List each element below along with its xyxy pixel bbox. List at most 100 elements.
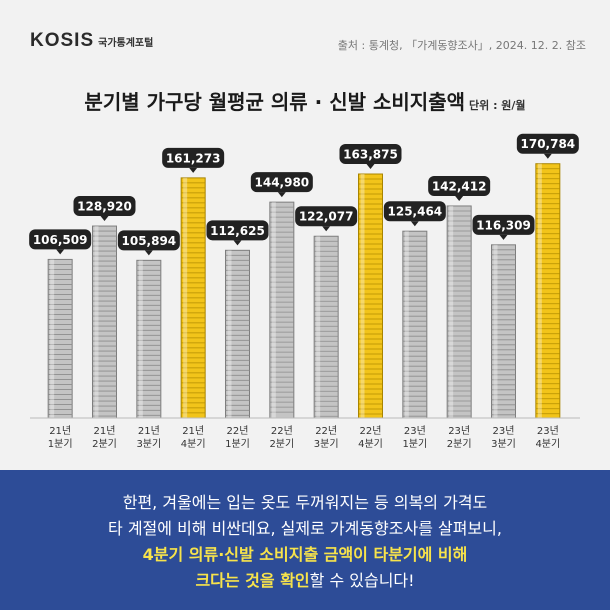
footer-line-4-rest: 할 수 있습니다! [309,571,415,590]
chart-panel: KOSIS 국가통계포털 출처 : 통계청, 「가계동향조사」, 2024. 1… [0,30,610,450]
value-label-pointer [144,250,153,256]
tick-label-year: 22년 [227,425,249,437]
tick-label-year: 22년 [315,425,337,437]
value-label-pointer [277,192,286,198]
footer-line-4-highlight: 크다는 것을 확인 [195,571,310,590]
tick-label-year: 23년 [493,425,515,437]
value-label-box [117,230,180,251]
tick-label-quarter: 3분기 [136,438,161,450]
bar-shine [94,226,99,418]
tick-label-quarter: 4분기 [358,438,383,450]
value-label-box [250,172,313,193]
tick-label-quarter: 4분기 [535,438,560,450]
bar [136,259,162,419]
bar-shine [404,231,409,418]
value-label-box [472,214,535,235]
value-label-pointer [499,234,508,240]
value-label: 105,894 [122,234,177,248]
value-label-pointer [100,216,109,222]
footer-line-3: 4분기 의류·신발 소비지출 금액이 타분기에 비해 [142,545,468,564]
logo-text: KOSIS [30,30,95,51]
chart-title-row: 분기별 가구당 월평균 의류 · 신발 소비지출액 단위 : 원/월 [0,86,610,115]
bar-chart: 106,50921년1분기128,92021년2분기105,89421년3분기1… [29,133,580,450]
bar [535,163,561,419]
value-label-box [339,144,402,165]
tick-label-quarter: 2분기 [269,438,294,450]
logo-subtitle: 국가통계포털 [98,38,154,49]
bar [358,173,383,419]
value-label-pointer [189,167,198,173]
value-label-box [73,196,136,217]
value-label: 163,875 [343,148,398,162]
tick-label-quarter: 1분기 [48,438,73,450]
footer-line-2: 타 계절에 비해 비싼데요, 실제로 가계동향조사를 살펴보니, [108,519,502,538]
tick-label-year: 21년 [138,425,160,437]
bar-shine [271,202,276,418]
value-label: 125,464 [388,205,443,219]
bar-shine [227,250,232,418]
value-label: 106,509 [33,233,88,247]
value-label: 170,784 [521,137,576,151]
value-label-box [383,201,446,222]
value-label-pointer [543,153,552,159]
value-label-box [29,229,92,250]
bar-shine [183,177,188,418]
source-note: 출처 : 통계청, 「가계동향조사」, 2024. 12. 2. 참조 [337,39,586,52]
value-label-pointer [56,249,65,255]
value-label-pointer [322,226,331,232]
value-label: 142,412 [432,179,487,193]
unit-label: 단위 : 원/월 [469,99,526,112]
value-label: 128,920 [77,200,132,214]
chart-title: 분기별 가구당 월평균 의류 · 신발 소비지출액 [84,90,465,114]
tick-label-year: 22년 [271,425,293,437]
bar-shine [50,259,55,418]
footer-line-4: 크다는 것을 확인할 수 있습니다! [0,570,610,592]
tick-label-quarter: 2분기 [447,438,472,450]
tick-label-year: 21년 [94,425,116,437]
value-label-box [516,133,579,154]
value-label: 161,273 [166,151,221,165]
bar-shine [360,174,365,418]
footer-line-1: 한편, 겨울에는 입는 옷도 두꺼워지는 등 의복의 가격도 [122,493,488,512]
value-label-pointer [366,164,375,170]
bar-shine [493,244,498,418]
tick-label-quarter: 3분기 [491,438,516,450]
value-label: 144,980 [255,176,310,190]
bar-shine [537,163,542,418]
tick-label-quarter: 4분기 [181,438,206,450]
value-label: 116,309 [476,218,531,232]
tick-label-year: 21년 [49,425,71,437]
value-label-pointer [233,240,242,246]
bar-shine [316,236,321,418]
footer-message: 한편, 겨울에는 입는 옷도 두꺼워지는 등 의복의 가격도 타 계절에 비해 … [0,470,610,610]
bar-shine [449,205,454,418]
value-label: 122,077 [299,210,354,224]
tick-label-year: 22년 [360,425,382,437]
bar [491,244,516,419]
bar-shine [138,260,143,418]
tick-label-quarter: 3분기 [314,438,339,450]
value-label-box [428,175,491,196]
tick-label-year: 23년 [537,425,559,437]
kosis-logo: KOSIS 국가통계포털 [30,30,153,52]
value-label: 112,625 [210,224,265,238]
tick-label-quarter: 1분기 [402,438,427,450]
tick-label-year: 21년 [182,425,204,437]
value-label-pointer [410,221,419,227]
tick-label-quarter: 2분기 [92,438,117,450]
tick-label-year: 23년 [404,425,426,437]
value-label-pointer [455,195,464,201]
value-label-box [295,206,358,227]
